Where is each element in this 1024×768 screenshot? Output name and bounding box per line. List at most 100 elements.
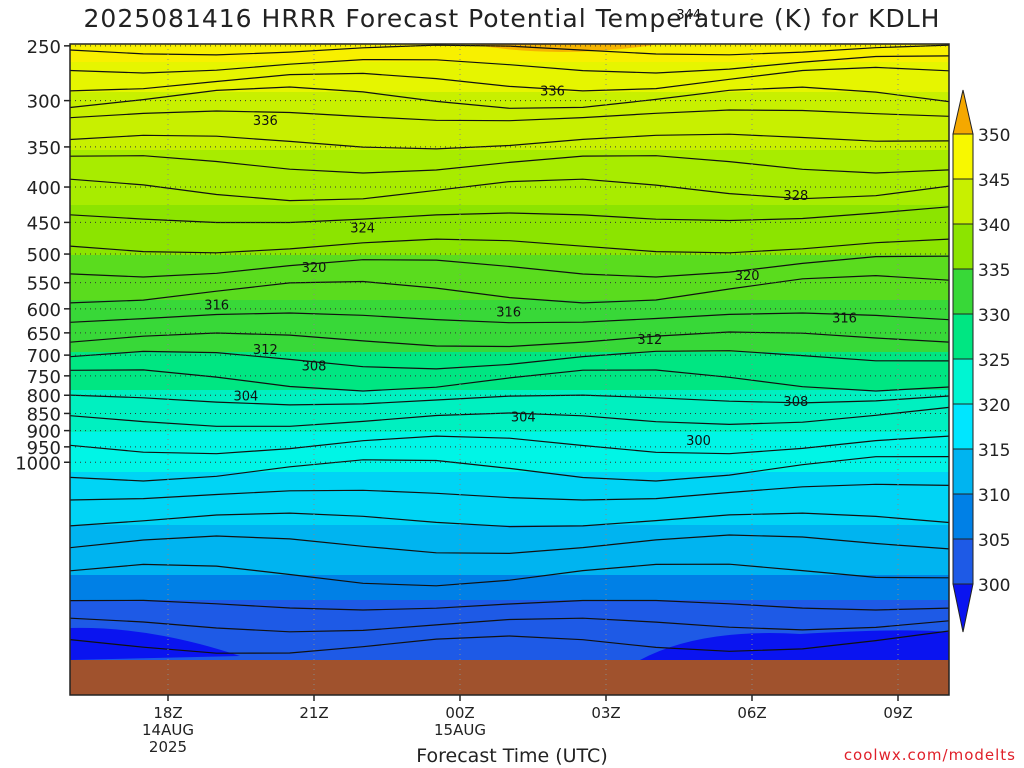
- contour-line: [70, 369, 949, 392]
- colorbar-label: 300: [978, 576, 1010, 596]
- x-tick-label: 06Z: [737, 704, 766, 722]
- contour-line: [70, 456, 949, 482]
- colorbar-box: [952, 223, 974, 270]
- y-tick-label: 350: [27, 138, 61, 159]
- source-credit: coolwx.com/modelts: [843, 746, 1016, 764]
- x-tick-sublabel: 14AUG: [142, 721, 194, 739]
- x-tick-label: 09Z: [883, 704, 912, 722]
- contour-line: [70, 86, 949, 109]
- contour-label: 308: [302, 359, 327, 374]
- color-band: [70, 255, 949, 300]
- contour-line: [70, 435, 949, 455]
- y-tick-label: 300: [27, 92, 61, 113]
- y-tick-label: 450: [27, 213, 61, 234]
- contour-label: 316: [832, 312, 857, 327]
- colorbar-label: 335: [978, 261, 1010, 281]
- contour-line: [70, 331, 949, 348]
- y-tick-label: 950: [27, 438, 61, 459]
- color-band: [70, 352, 949, 390]
- colorbar-box: [952, 403, 974, 450]
- contour-label: 316: [204, 298, 229, 313]
- colorbar-box: [952, 448, 974, 495]
- contour-line: [70, 155, 949, 174]
- y-tick-label: 550: [27, 274, 61, 295]
- contour-line: [70, 133, 949, 150]
- y-tick-label: 600: [27, 300, 61, 321]
- color-band: [70, 472, 949, 525]
- x-axis-label: Forecast Time (UTC): [416, 745, 608, 767]
- x-tick-label: 18Z: [153, 704, 182, 722]
- y-tick-label: 500: [27, 245, 61, 266]
- contour-label: 312: [253, 343, 278, 358]
- cold-pool-right: [640, 630, 949, 660]
- y-tick-label: 250: [27, 37, 61, 58]
- colorbar-label: 340: [978, 216, 1010, 236]
- contour-line: [70, 394, 949, 406]
- contour-label: 320: [735, 269, 760, 284]
- y-tick-label: 900: [27, 422, 61, 443]
- contour-line: [70, 617, 949, 633]
- contour-line: [70, 55, 949, 74]
- contour-line: [70, 512, 949, 528]
- colorbar-box: [952, 313, 974, 360]
- contour-labels: 344 336 336 328 324 320 320 316 316 316 312 312 308 3…: [204, 8, 857, 449]
- plot-frame: [69, 43, 950, 696]
- contour-line: [70, 563, 949, 587]
- contour-label: 336: [540, 84, 565, 99]
- contour-line: [70, 483, 949, 501]
- colorbar-label: 330: [978, 306, 1010, 326]
- contour-line: [70, 109, 949, 122]
- contour-line: [70, 255, 949, 278]
- contour-label: 300: [686, 434, 711, 449]
- colorbar-label: 325: [978, 351, 1010, 371]
- contour-line: [70, 312, 949, 324]
- colorbar-label: 320: [978, 396, 1010, 416]
- grid-lines: [70, 44, 949, 695]
- contour-label: 304: [511, 411, 536, 426]
- contour-label: 312: [637, 333, 662, 348]
- color-band: [70, 575, 949, 600]
- y-tick-label: 400: [27, 178, 61, 199]
- chart-title: 2025081416 HRRR Forecast Potential Tempe…: [83, 4, 941, 33]
- colorbar-min-arrow: [952, 583, 974, 633]
- colorbar-max-arrow: [952, 89, 974, 135]
- colorbar-label: 315: [978, 441, 1010, 461]
- contour-line: [70, 238, 949, 254]
- colorbar-legend: 350 345 340 335 330 325 320 315 310 305 300: [952, 89, 1010, 633]
- y-tick-label: 750: [27, 367, 61, 388]
- y-tick-label: 1000: [15, 453, 61, 474]
- contour-line: [70, 534, 949, 555]
- contour-label: 316: [496, 305, 521, 320]
- contour-line: [70, 44, 949, 56]
- color-band: [70, 525, 949, 575]
- x-tick-label: 03Z: [591, 704, 620, 722]
- contour-label: 320: [302, 261, 327, 276]
- colorbar-label: 350: [978, 126, 1010, 146]
- ground-fill: [70, 660, 949, 695]
- contour-line: [70, 206, 949, 224]
- color-band: [70, 300, 949, 352]
- filled-contours: [70, 44, 949, 660]
- color-band: [70, 390, 949, 432]
- contour-label: 324: [350, 222, 375, 237]
- contour-label: 336: [253, 114, 278, 129]
- x-tick-sublabel: 2025: [149, 738, 187, 756]
- y-tick-label: 700: [27, 346, 61, 367]
- contour-label: 308: [783, 395, 808, 410]
- colorbar-box: [952, 178, 974, 225]
- contour-line: [70, 599, 949, 611]
- contour-line: [70, 406, 949, 427]
- colorbar-box: [952, 493, 974, 540]
- color-band: [70, 150, 949, 205]
- ground-surface: [70, 660, 949, 695]
- x-tick-label: 21Z: [299, 704, 328, 722]
- colorbar-label: 345: [978, 171, 1010, 191]
- contour-line: [70, 274, 949, 304]
- contour-label: 328: [783, 189, 808, 204]
- y-tick-label: 650: [27, 324, 61, 345]
- y-tick-label: 800: [27, 386, 61, 407]
- colorbar-label: 305: [978, 531, 1010, 551]
- contour-label: 344: [676, 8, 701, 23]
- x-tick-label: 00Z: [445, 704, 474, 722]
